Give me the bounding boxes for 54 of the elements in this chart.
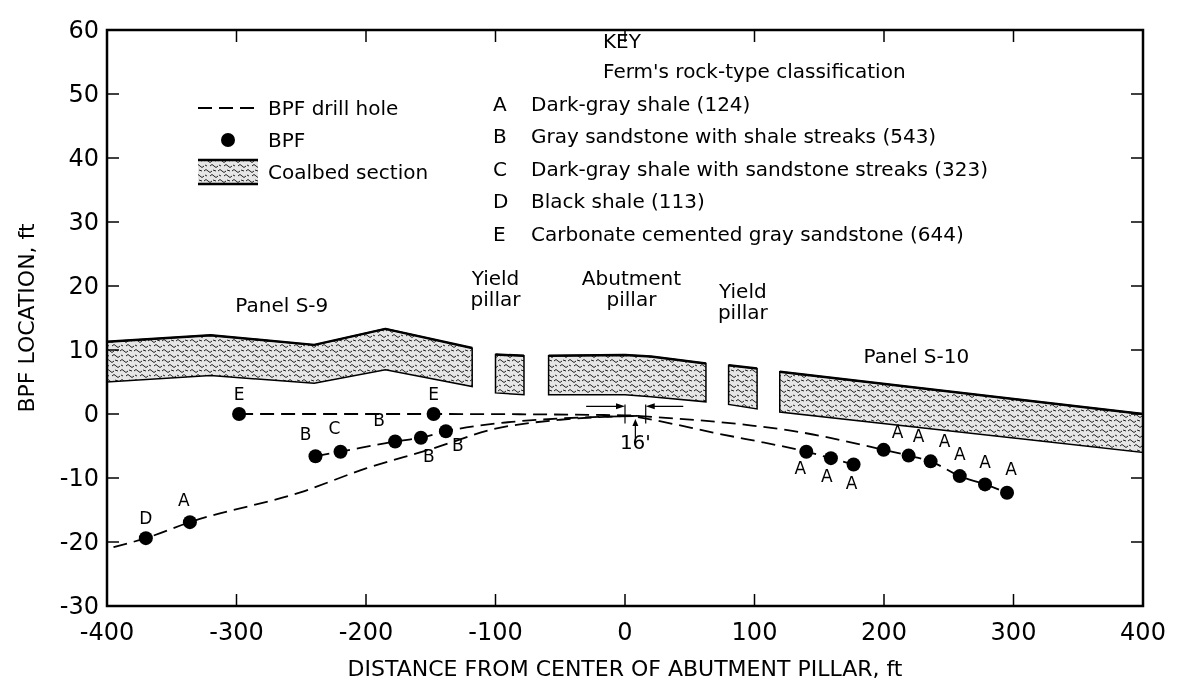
data-label: A xyxy=(979,452,992,473)
annotation: Panel S-9 xyxy=(235,292,329,317)
y-tick-label: -30 xyxy=(59,592,99,620)
text: C Dark-gray shale with sandstone streaks (323) xyxy=(493,156,989,181)
data-label: E xyxy=(233,384,245,404)
legend-label: Coalbed section xyxy=(268,160,429,184)
x-tick-label: -400 xyxy=(79,618,135,646)
y-tick-label: 30 xyxy=(68,208,99,236)
annotation: Yield pillar xyxy=(717,279,769,324)
x-tick-label: 100 xyxy=(731,618,778,646)
y-tick-label: 0 xyxy=(83,400,99,428)
data-label: C xyxy=(328,417,341,438)
annotation: Panel S-10 xyxy=(863,343,970,368)
data-label: E xyxy=(428,384,439,404)
annotation: Abutment pillar xyxy=(581,266,682,312)
data-label: A xyxy=(953,444,966,465)
x-axis-title: DISTANCE FROM CENTER OF ABUTMENT PILLAR, ft xyxy=(347,656,903,681)
data-label: B xyxy=(299,424,312,445)
annotation: D Black shale (113) xyxy=(493,189,705,213)
legend-label: BPF drill hole xyxy=(268,96,399,120)
text: E Carbonate cemented gray sandstone (644) xyxy=(493,221,964,246)
y-tick-label: -20 xyxy=(59,528,99,556)
x-tick-label: 400 xyxy=(1120,618,1166,646)
x-tick-label: 0 xyxy=(617,618,633,646)
y-axis-title: BPF LOCATION, ft xyxy=(14,223,39,413)
y-tick-label: 20 xyxy=(68,272,99,300)
data-label: A xyxy=(821,466,834,487)
legend-label: BPF xyxy=(268,128,306,152)
annotation: Ferm's rock-type classification xyxy=(603,59,906,83)
y-tick-label: 10 xyxy=(68,336,99,364)
data-label: D xyxy=(139,508,153,529)
x-tick-label: 300 xyxy=(990,618,1037,646)
data-label: A xyxy=(178,490,191,511)
text: A Dark-gray shale (124) xyxy=(493,91,751,116)
x-tick-label: 200 xyxy=(861,618,907,646)
x-tick-label: -200 xyxy=(338,618,394,646)
data-label: A xyxy=(1005,458,1018,479)
data-label: A xyxy=(912,425,925,446)
data-label: A xyxy=(891,421,904,442)
y-tick-label: 40 xyxy=(68,144,99,172)
text: B Gray sandstone with shale streaks (543) xyxy=(493,124,937,148)
annotation: 16' xyxy=(619,430,651,455)
data-label: A xyxy=(938,431,951,452)
y-tick-label: 50 xyxy=(68,80,99,108)
y-tick-label: 60 xyxy=(68,16,99,44)
data-label: A xyxy=(845,472,858,493)
annotation: KEY xyxy=(603,29,642,53)
y-tick-label: -10 xyxy=(59,464,99,492)
annotation: Yield pillar xyxy=(470,266,522,312)
x-tick-label: -300 xyxy=(209,618,264,646)
x-tick-label: -100 xyxy=(468,618,523,646)
data-label: A xyxy=(794,457,807,478)
data-label: B xyxy=(452,435,464,456)
data-label: B xyxy=(423,445,435,466)
